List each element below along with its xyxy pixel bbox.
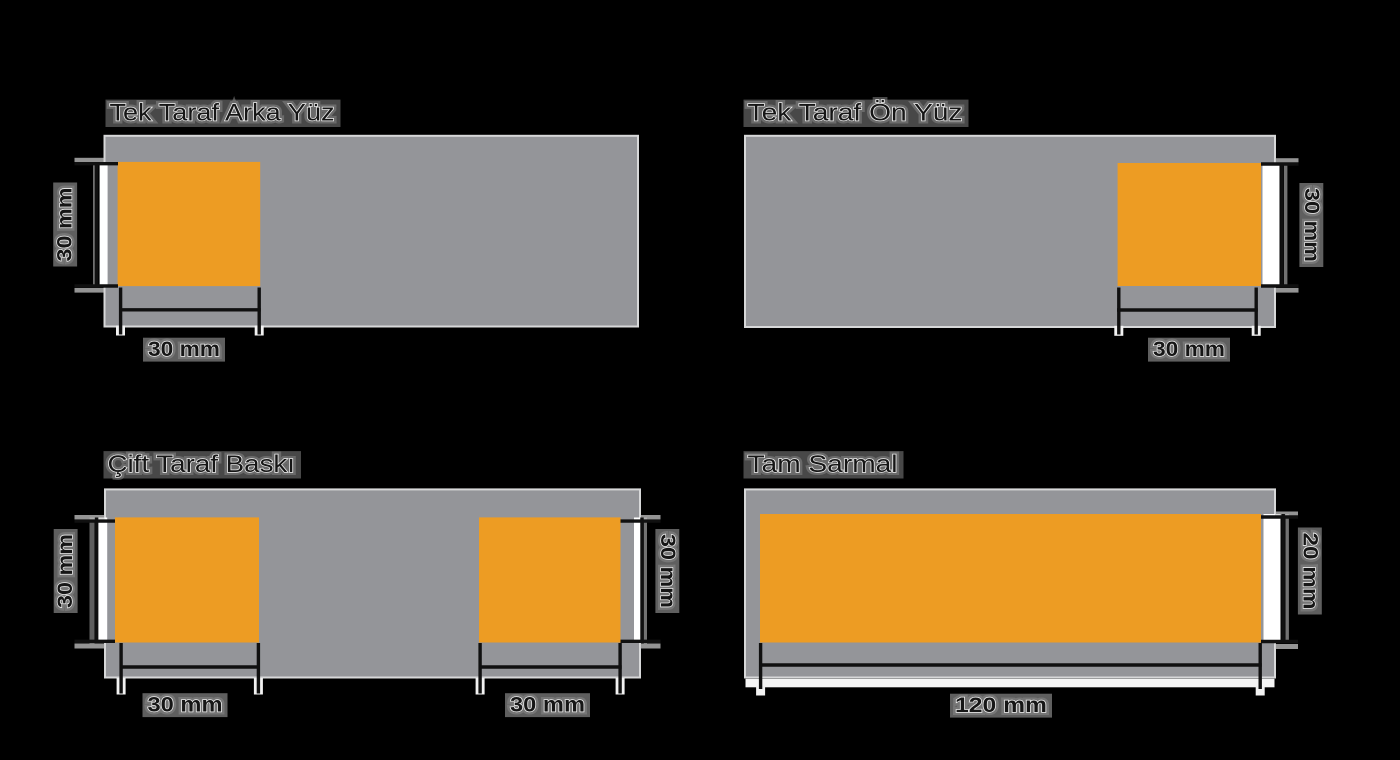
- svg-text:30 mm: 30 mm: [656, 534, 679, 608]
- svg-text:30 mm: 30 mm: [54, 534, 77, 608]
- svg-text:30 mm: 30 mm: [148, 338, 220, 361]
- svg-text:20 mm: 20 mm: [1299, 533, 1322, 610]
- svg-text:30 mm: 30 mm: [656, 534, 679, 608]
- svg-text:Tek Taraf Arka Yüz: Tek Taraf Arka Yüz: [110, 100, 335, 127]
- svg-text:Tam Sarmal: Tam Sarmal: [748, 451, 898, 478]
- svg-text:Çift Taraf Baskı: Çift Taraf Baskı: [108, 451, 296, 478]
- svg-text:30 mm: 30 mm: [54, 188, 77, 262]
- svg-text:30 mm: 30 mm: [148, 694, 223, 717]
- svg-text:30 mm: 30 mm: [148, 338, 220, 361]
- svg-text:120 mm: 120 mm: [955, 694, 1047, 717]
- svg-text:Tek Taraf Ön Yüz: Tek Taraf Ön Yüz: [748, 100, 963, 127]
- svg-text:Tek Taraf Arka Yüz: Tek Taraf Arka Yüz: [110, 100, 335, 127]
- svg-text:30 mm: 30 mm: [54, 534, 77, 608]
- svg-text:30 mm: 30 mm: [1153, 338, 1225, 361]
- svg-text:120 mm: 120 mm: [955, 694, 1047, 717]
- svg-text:30 mm: 30 mm: [1300, 188, 1323, 262]
- svg-text:20 mm: 20 mm: [1299, 533, 1322, 610]
- svg-text:30 mm: 30 mm: [510, 694, 585, 717]
- svg-text:30 mm: 30 mm: [148, 694, 223, 717]
- svg-text:30 mm: 30 mm: [510, 694, 585, 717]
- svg-text:30 mm: 30 mm: [1153, 338, 1225, 361]
- svg-text:Tek Taraf Ön Yüz: Tek Taraf Ön Yüz: [748, 100, 963, 127]
- svg-text:Tam Sarmal: Tam Sarmal: [748, 451, 898, 478]
- svg-text:30 mm: 30 mm: [54, 188, 77, 262]
- svg-text:30 mm: 30 mm: [1300, 188, 1323, 262]
- svg-text:Çift Taraf Baskı: Çift Taraf Baskı: [108, 451, 296, 478]
